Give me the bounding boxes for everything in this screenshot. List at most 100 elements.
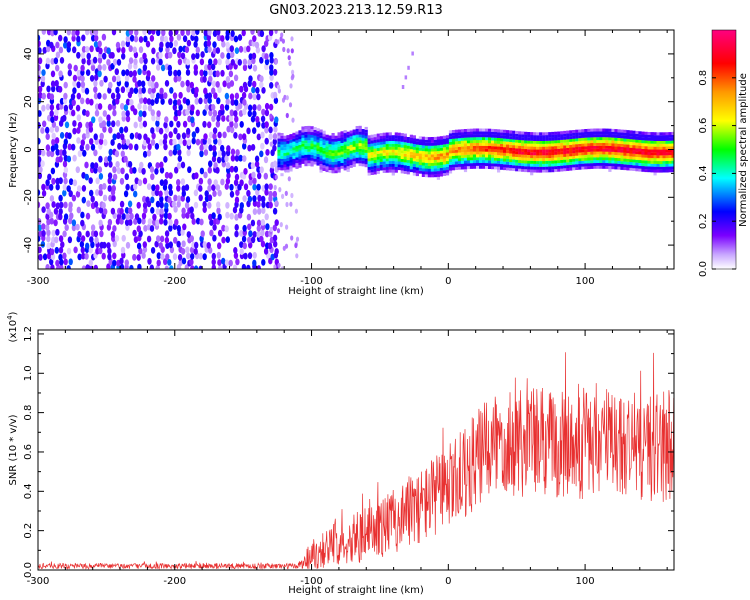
heatmap-cell xyxy=(533,155,537,159)
heatmap-cell xyxy=(536,155,540,159)
heatmap-cell xyxy=(58,86,63,93)
heatmap-cell xyxy=(73,246,78,254)
heatmap-cell xyxy=(593,134,597,138)
heatmap-cell xyxy=(581,155,585,158)
heatmap-cell xyxy=(415,150,419,154)
heatmap-cell xyxy=(469,160,474,164)
heatmap-cell xyxy=(221,236,226,244)
heatmap-cell xyxy=(442,135,447,139)
heatmap-cell xyxy=(536,143,540,147)
heatmap-cell xyxy=(343,161,347,165)
heatmap-cell xyxy=(632,130,636,134)
heatmap-cell xyxy=(352,141,356,144)
heatmap-cell xyxy=(307,145,311,149)
heatmap-cell xyxy=(107,155,112,163)
heatmap-cell xyxy=(41,206,46,214)
heatmap-cell xyxy=(280,158,284,162)
heatmap-cell xyxy=(397,149,401,153)
heatmap-cell xyxy=(267,242,273,250)
heatmap-cell xyxy=(89,75,95,82)
heatmap-cell xyxy=(203,97,208,105)
heatmap-cell xyxy=(211,155,217,163)
heatmap-cell xyxy=(51,132,56,140)
heatmap-cell xyxy=(671,146,674,150)
heatmap-cell xyxy=(156,252,161,260)
heatmap-cell xyxy=(45,179,50,187)
heatmap-cell xyxy=(587,140,591,144)
heatmap-cell xyxy=(45,202,50,210)
heatmap-cell xyxy=(457,132,462,136)
heatmap-cell xyxy=(533,160,537,164)
heatmap-cell xyxy=(620,141,624,144)
heatmap-cell xyxy=(137,217,142,225)
heatmap-cell xyxy=(584,149,588,153)
heatmap-cell xyxy=(71,219,77,227)
heatmap-cell xyxy=(650,152,654,156)
heatmap-cell xyxy=(207,46,212,53)
heatmap-cell xyxy=(557,151,561,155)
heatmap-cell xyxy=(173,69,178,77)
heatmap-cell xyxy=(388,161,392,164)
heatmap-cell xyxy=(551,131,555,135)
heatmap-cell xyxy=(485,142,489,146)
heatmap-cell xyxy=(343,153,347,157)
heatmap-cell xyxy=(164,52,170,59)
heatmap-cell xyxy=(127,200,133,208)
heatmap-cell xyxy=(629,150,633,154)
heatmap-cell xyxy=(352,152,356,156)
heatmap-cell xyxy=(572,150,576,154)
heatmap-cell xyxy=(295,163,299,167)
heatmap-cell xyxy=(176,69,182,77)
heatmap-cell xyxy=(599,134,603,138)
heatmap-cell xyxy=(599,137,603,141)
heatmap-cell xyxy=(503,144,507,148)
heatmap-cell xyxy=(283,144,287,148)
heatmap-cell xyxy=(114,150,120,158)
heatmap-cell xyxy=(662,155,666,159)
heatmap-cell xyxy=(142,195,147,203)
heatmap-cell xyxy=(272,160,278,168)
heatmap-cell xyxy=(391,158,395,162)
heatmap-cell xyxy=(482,148,486,152)
heatmap-cell xyxy=(515,162,519,166)
heatmap-cell xyxy=(644,151,648,155)
heatmap-cell xyxy=(494,154,498,158)
heatmap-cell xyxy=(472,163,477,166)
heatmap-cell xyxy=(451,130,456,133)
heatmap-cell xyxy=(195,126,200,134)
heatmap-cell xyxy=(272,234,278,242)
heatmap-cell xyxy=(415,144,419,148)
heatmap-cell xyxy=(488,160,492,164)
heatmap-cell xyxy=(482,162,486,166)
heatmap-cell xyxy=(283,147,287,151)
heatmap-cell xyxy=(67,143,72,151)
heatmap-cell xyxy=(237,34,243,41)
heatmap-cell xyxy=(379,138,383,142)
heatmap-cell xyxy=(228,70,234,78)
heatmap-cell xyxy=(206,40,212,47)
heatmap-cell xyxy=(382,161,386,165)
heatmap-cell xyxy=(385,143,389,147)
heatmap-cell xyxy=(536,146,540,150)
heatmap-cell xyxy=(193,189,199,197)
heatmap-cell xyxy=(85,97,90,105)
heatmap-cell xyxy=(364,149,368,153)
heatmap-cell xyxy=(617,166,621,170)
heatmap-cell xyxy=(638,151,642,155)
heatmap-cell xyxy=(224,183,229,190)
heatmap-cell xyxy=(611,128,615,132)
heatmap-cell xyxy=(226,125,231,133)
heatmap-cell xyxy=(137,68,142,76)
heatmap-cell xyxy=(307,131,311,135)
heatmap-cell xyxy=(59,149,64,157)
heatmap-cell xyxy=(71,109,76,117)
heatmap-cell xyxy=(557,154,561,158)
heatmap-cell xyxy=(530,169,534,173)
heatmap-cell xyxy=(415,173,419,177)
heatmap-cell xyxy=(168,189,173,197)
heatmap-cell xyxy=(239,202,244,209)
heatmap-cell xyxy=(605,160,609,164)
heatmap-cell xyxy=(95,206,100,214)
heatmap-cell xyxy=(108,81,113,89)
heatmap-cell xyxy=(310,132,314,135)
